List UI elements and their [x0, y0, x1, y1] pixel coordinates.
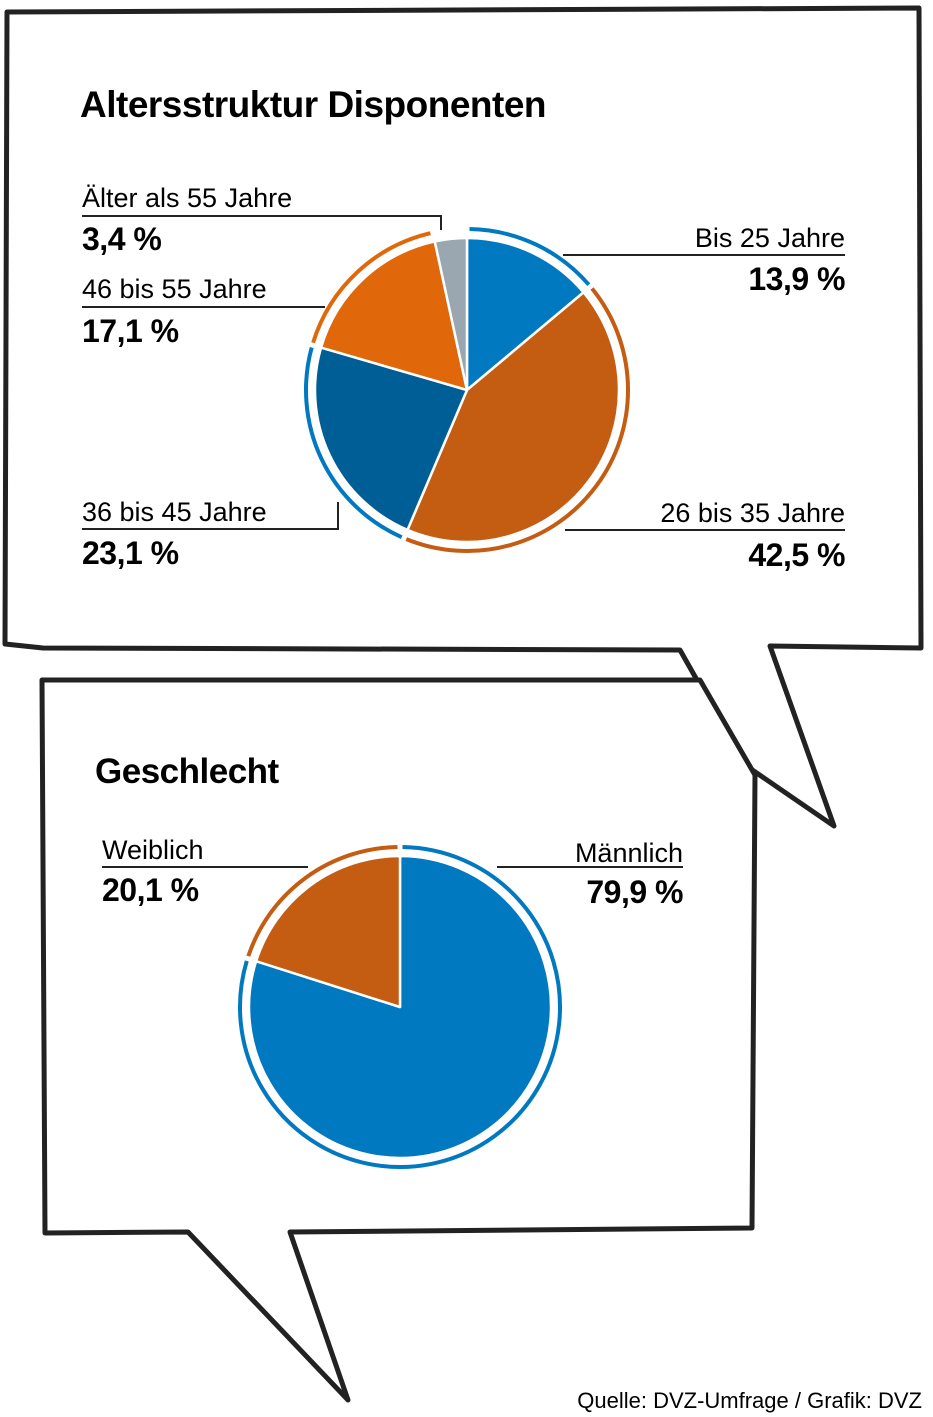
age-pie	[304, 227, 630, 553]
value-46-55: 17,1 %	[82, 313, 179, 349]
value-maennlich: 79,9 %	[586, 874, 683, 910]
gender-pie	[238, 845, 562, 1169]
label-46-55: 46 bis 55 Jahre	[82, 274, 267, 304]
age-chart-title: Altersstruktur Disponenten	[80, 84, 546, 125]
label-bis-25: Bis 25 Jahre	[695, 223, 845, 253]
age-ring-bis_25	[469, 227, 591, 286]
age-slice-ueber_55	[433, 236, 469, 392]
leader-line-36-45	[82, 502, 339, 530]
gender-slice-weiblich	[254, 854, 402, 1009]
value-ueber-55: 3,4 %	[82, 221, 161, 257]
gender-ring-maennlich	[238, 845, 562, 1169]
label-ueber-55: Älter als 55 Jahre	[82, 183, 292, 213]
label-maennlich: Männlich	[575, 838, 683, 868]
value-weiblich: 20,1 %	[102, 872, 199, 908]
value-36-45: 23,1 %	[82, 535, 179, 571]
age-ring-26_35	[405, 287, 630, 553]
age-slice-36_45	[313, 346, 469, 532]
age-slice-26_35	[406, 291, 621, 544]
age-ring-36_45	[304, 346, 403, 539]
age-slice-bis_25	[465, 236, 585, 392]
value-bis-25: 13,9 %	[748, 261, 845, 297]
gender-ring-weiblich	[246, 845, 398, 957]
value-26-35: 42,5 %	[748, 537, 845, 573]
label-26-35: 26 bis 35 Jahre	[660, 498, 845, 528]
label-weiblich: Weiblich	[102, 835, 204, 865]
age-slice-46_55	[319, 240, 469, 392]
age-ring-46_55	[311, 231, 431, 344]
leader-line-ueber-55	[82, 215, 442, 230]
label-36-45: 36 bis 45 Jahre	[82, 497, 267, 527]
source-credit: Quelle: DVZ-Umfrage / Grafik: DVZ	[577, 1388, 922, 1413]
gender-chart-title: Geschlecht	[95, 752, 280, 791]
